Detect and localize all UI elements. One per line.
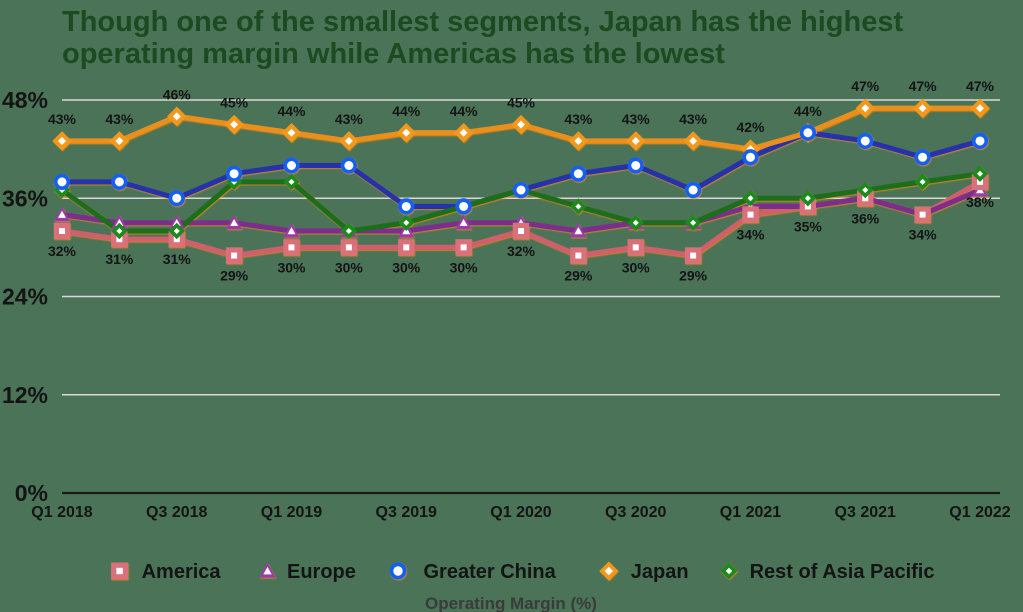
svg-text:31%: 31% [105, 251, 134, 267]
svg-text:43%: 43% [564, 111, 593, 127]
svg-text:47%: 47% [909, 78, 938, 94]
svg-text:Q1 2018: Q1 2018 [31, 504, 92, 521]
svg-text:Rest of Asia Pacific: Rest of Asia Pacific [750, 561, 935, 583]
svg-text:45%: 45% [507, 95, 536, 111]
svg-text:42%: 42% [736, 119, 765, 135]
svg-text:32%: 32% [507, 243, 536, 259]
svg-text:Europe: Europe [287, 561, 356, 583]
svg-text:Q3 2019: Q3 2019 [376, 504, 437, 521]
svg-text:Q1 2020: Q1 2020 [490, 504, 551, 521]
svg-text:Q3 2021: Q3 2021 [835, 504, 896, 521]
svg-text:45%: 45% [220, 95, 249, 111]
svg-text:30%: 30% [450, 259, 479, 275]
svg-text:12%: 12% [2, 382, 48, 408]
svg-text:34%: 34% [909, 227, 938, 243]
svg-text:30%: 30% [277, 259, 306, 275]
svg-text:44%: 44% [450, 103, 479, 119]
svg-text:29%: 29% [679, 268, 708, 284]
svg-text:Operating Margin (%): Operating Margin (%) [425, 594, 597, 612]
svg-text:38%: 38% [966, 194, 995, 210]
svg-text:32%: 32% [48, 243, 77, 259]
svg-text:36%: 36% [2, 185, 48, 211]
svg-text:Q1 2022: Q1 2022 [949, 504, 1010, 521]
svg-text:43%: 43% [105, 111, 134, 127]
svg-text:43%: 43% [622, 111, 651, 127]
svg-text:Q3 2018: Q3 2018 [146, 504, 207, 521]
svg-text:43%: 43% [48, 111, 77, 127]
svg-text:30%: 30% [335, 259, 364, 275]
svg-text:Japan: Japan [631, 561, 689, 583]
svg-text:44%: 44% [392, 103, 421, 119]
svg-text:48%: 48% [2, 87, 48, 113]
svg-text:Q1 2021: Q1 2021 [720, 504, 781, 521]
svg-text:34%: 34% [736, 227, 765, 243]
svg-text:36%: 36% [851, 210, 880, 226]
svg-text:29%: 29% [564, 268, 593, 284]
svg-text:24%: 24% [2, 284, 48, 310]
svg-text:0%: 0% [15, 480, 48, 506]
svg-text:43%: 43% [335, 111, 364, 127]
svg-text:44%: 44% [794, 103, 823, 119]
svg-text:46%: 46% [163, 86, 192, 102]
svg-text:Q3 2020: Q3 2020 [605, 504, 666, 521]
svg-text:Q1 2019: Q1 2019 [261, 504, 322, 521]
svg-text:35%: 35% [794, 218, 823, 234]
svg-text:America: America [142, 561, 222, 583]
svg-text:47%: 47% [851, 78, 880, 94]
svg-text:30%: 30% [622, 259, 651, 275]
svg-text:Greater China: Greater China [424, 561, 557, 583]
svg-text:30%: 30% [392, 259, 421, 275]
svg-text:29%: 29% [220, 268, 249, 284]
svg-text:44%: 44% [277, 103, 306, 119]
svg-text:47%: 47% [966, 78, 995, 94]
svg-text:43%: 43% [679, 111, 708, 127]
svg-text:31%: 31% [163, 251, 192, 267]
